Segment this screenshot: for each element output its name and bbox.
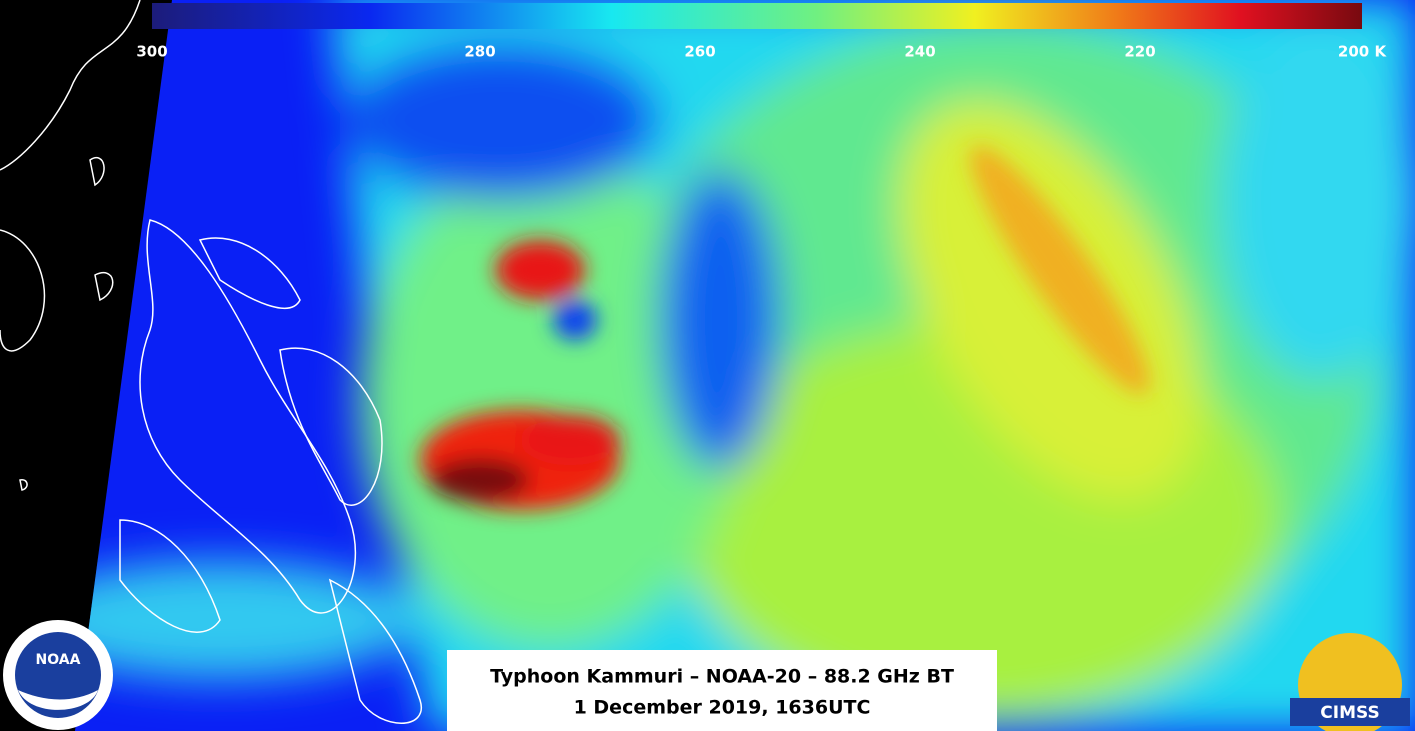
caption-line: Typhoon Kammuri – NOAA-20 – 88.2 GHz BT: [490, 666, 954, 688]
logo-text: CIMSS: [1320, 703, 1379, 723]
logo-text: NOAA: [36, 652, 81, 668]
caption-box: [447, 650, 997, 731]
colorbar: [152, 3, 1362, 29]
colorbar-label: 240: [904, 43, 935, 61]
colorbar-label: 220: [1124, 43, 1155, 61]
colorbar-label: 280: [464, 43, 495, 61]
noaa-logo: NOAA: [3, 620, 113, 730]
colorbar-label: 260: [684, 43, 715, 61]
coastlines: [0, 0, 423, 724]
colorbar-label: 200 K: [1338, 43, 1388, 61]
caption-line: 1 December 2019, 1636UTC: [574, 697, 871, 719]
cimss-logo: CIMSS: [1290, 633, 1410, 731]
colorbar-label: 300: [136, 43, 167, 61]
